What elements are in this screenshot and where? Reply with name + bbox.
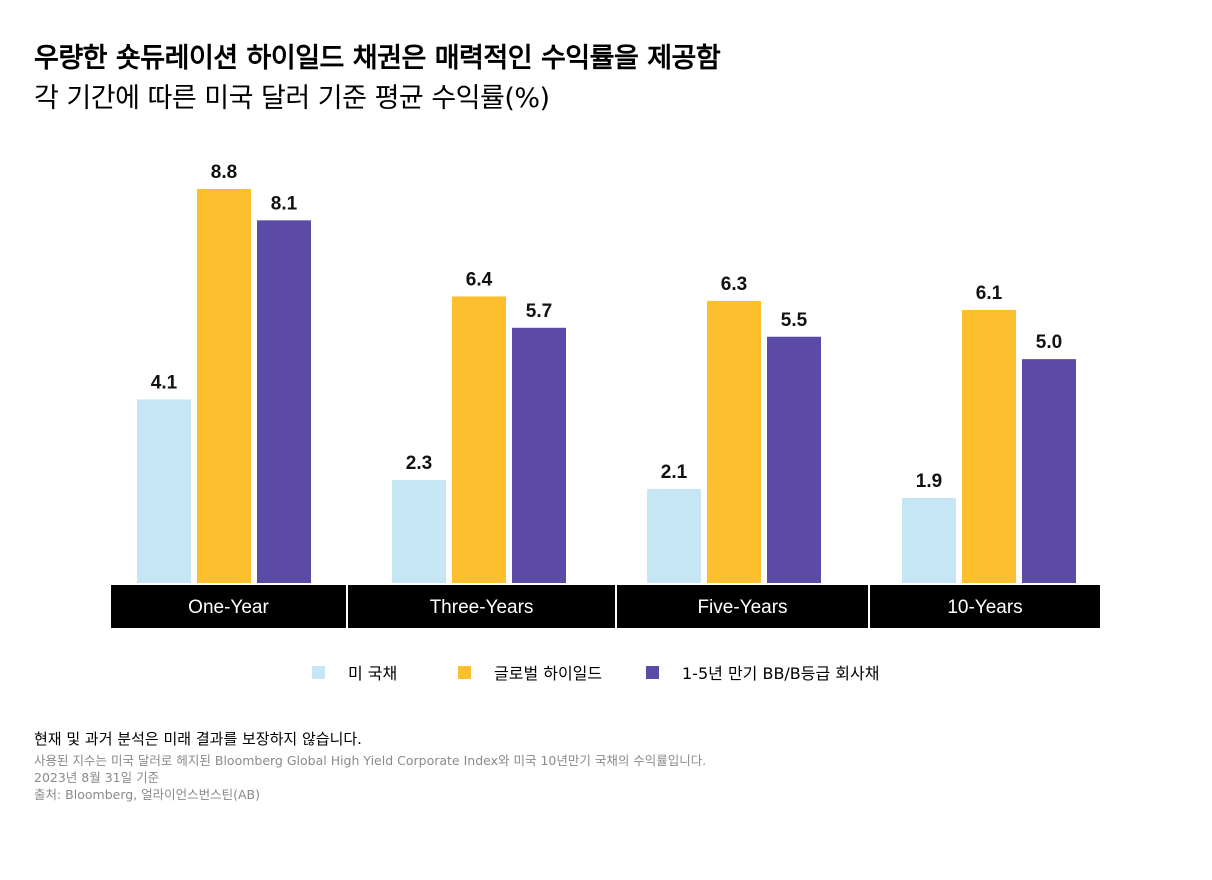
value-label-treasury-three-years: 2.3	[406, 453, 432, 474]
category-label-box-one-year	[111, 585, 346, 628]
value-label-global-high-yield-three-years: 6.4	[466, 269, 493, 290]
chart-subtitle: 각 기간에 따른 미국 달러 기준 평균 수익률(%)	[34, 83, 550, 114]
bar-treasury-three-years	[392, 480, 446, 583]
bar-bb-b-corporate-one-year	[257, 220, 311, 583]
disclaimer: 현재 및 과거 분석은 미래 결과를 보장하지 않습니다.	[34, 730, 362, 748]
value-label-treasury-one-year: 4.1	[151, 372, 178, 393]
bar-bb-b-corporate-three-years	[512, 327, 566, 583]
value-label-global-high-yield-five-years: 6.3	[721, 274, 747, 295]
legend-item-bb-b-corporate: 1-5년 만기 BB/B등급 회사채	[646, 660, 879, 684]
bar-treasury-one-year	[137, 399, 191, 583]
value-label-treasury-10-years: 1.9	[916, 471, 942, 492]
bar-global-high-yield-five-years	[707, 300, 761, 583]
footnote-date: 2023년 8월 31일 기준	[34, 770, 160, 785]
value-label-treasury-five-years: 2.1	[661, 462, 688, 483]
legend-swatch-bb-b-corporate	[646, 665, 659, 679]
legend-label-global-high-yield: 글로벌 하이일드	[494, 664, 603, 683]
category-label-one-year: One-Year	[188, 597, 269, 618]
value-label-global-high-yield-10-years: 6.1	[976, 283, 1003, 304]
category-label-10-years: 10-Years	[947, 597, 1022, 618]
bar-bb-b-corporate-10-years	[1022, 359, 1076, 583]
bar-treasury-10-years	[902, 497, 956, 583]
footnotes: 현재 및 과거 분석은 미래 결과를 보장하지 않습니다. 사용된 지수는 미국…	[34, 728, 706, 803]
category-label-box-five-years	[617, 585, 868, 628]
bar-bb-b-corporate-five-years	[767, 336, 821, 583]
legend-swatch-global-high-yield	[458, 665, 471, 679]
value-label-bb-b-corporate-five-years: 5.5	[781, 310, 808, 331]
legend-label-bb-b-corporate: 1-5년 만기 BB/B등급 회사채	[682, 664, 880, 683]
value-label-bb-b-corporate-10-years: 5.0	[1036, 332, 1062, 353]
category-label-box-three-years	[348, 585, 615, 628]
legend-swatch-treasury	[312, 665, 325, 679]
chart-title: 우량한 숏듀레이션 하이일드 채권은 매력적인 수익률을 제공함	[34, 43, 721, 74]
legend-label-treasury: 미 국채	[348, 664, 398, 683]
bar-global-high-yield-one-year	[197, 189, 251, 583]
value-label-bb-b-corporate-three-years: 5.7	[526, 301, 552, 322]
category-label-box-10-years	[870, 585, 1100, 628]
bar-chart: 4.1 8.8 8.1 One-Year 2.3 6.4 5.7 Three-Years 2.1…	[111, 162, 1100, 628]
footnote-source: 출처: Bloomberg, 얼라이언스번스틴(AB)	[34, 787, 261, 802]
legend-item-global-high-yield: 글로벌 하이일드	[458, 660, 602, 684]
value-label-global-high-yield-one-year: 8.8	[211, 162, 237, 183]
bar-treasury-five-years	[647, 488, 701, 583]
footnote-index: 사용된 지수는 미국 달러로 헤지된 Bloomberg Global High…	[34, 753, 707, 768]
category-label-three-years: Three-Years	[430, 597, 534, 618]
bar-global-high-yield-10-years	[962, 309, 1016, 583]
bar-global-high-yield-three-years	[452, 296, 506, 583]
category-label-five-years: Five-Years	[697, 597, 787, 618]
value-label-bb-b-corporate-one-year: 8.1	[271, 193, 298, 214]
legend-item-treasury: 미 국채	[312, 660, 397, 684]
chart-legend: 미 국채 글로벌 하이일드 1-5년 만기 BB/B등급 회사채	[0, 660, 1212, 688]
